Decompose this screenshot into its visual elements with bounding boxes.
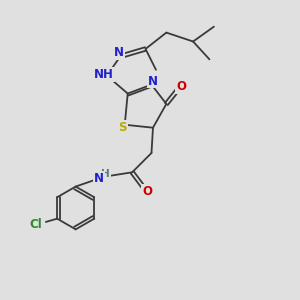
Text: N: N xyxy=(114,46,124,59)
Text: H: H xyxy=(101,169,110,179)
Text: N: N xyxy=(94,172,103,185)
Text: S: S xyxy=(118,121,127,134)
Text: O: O xyxy=(142,185,152,198)
Text: NH: NH xyxy=(94,68,114,81)
Text: O: O xyxy=(176,80,186,93)
Text: N: N xyxy=(148,74,158,88)
Text: Cl: Cl xyxy=(29,218,42,230)
